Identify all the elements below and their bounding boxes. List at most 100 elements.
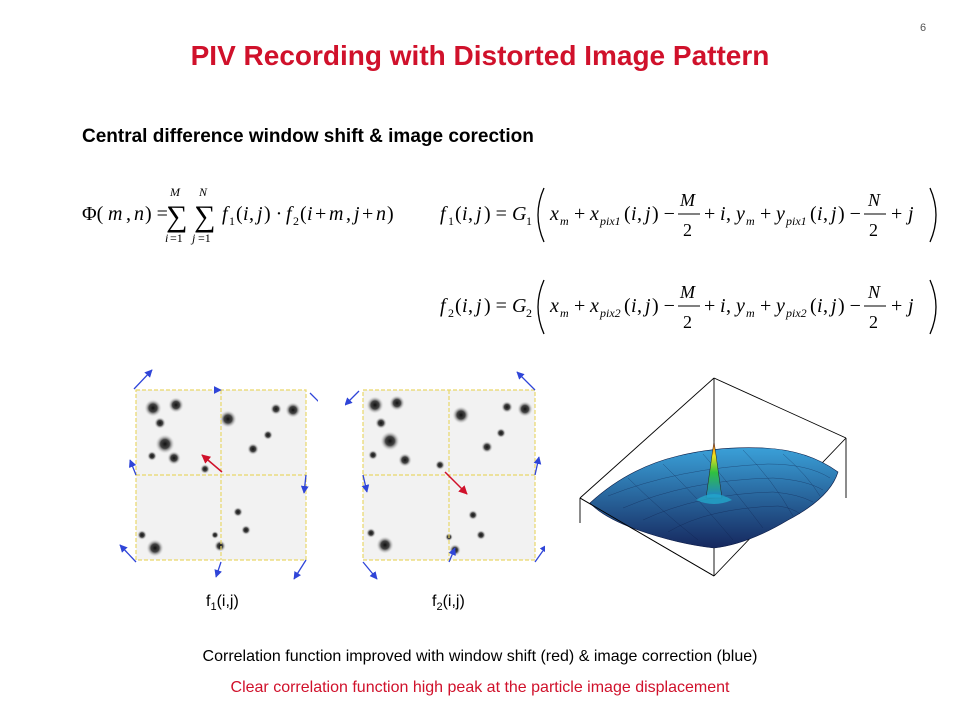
svg-text:+: +: [574, 295, 585, 317]
svg-text:j: j: [828, 203, 837, 225]
svg-text:2: 2: [526, 306, 532, 320]
svg-text:M: M: [679, 282, 696, 302]
svg-text:,: ,: [637, 203, 642, 225]
svg-text:+: +: [704, 295, 715, 317]
svg-text:f: f: [440, 295, 448, 317]
svg-text:j: j: [905, 295, 914, 317]
svg-text:j: j: [642, 295, 651, 317]
svg-text:j: j: [254, 203, 263, 225]
svg-text:y: y: [774, 203, 785, 225]
svg-text:1: 1: [448, 214, 454, 228]
svg-text:j: j: [190, 231, 196, 245]
svg-text:∑: ∑: [166, 200, 187, 233]
svg-text:(: (: [624, 295, 631, 317]
svg-text:n: n: [376, 203, 386, 225]
correlation-surface-plot: [568, 368, 864, 584]
svg-text:i: i: [817, 203, 823, 225]
svg-text:y: y: [734, 295, 745, 317]
svg-text:2: 2: [683, 220, 692, 240]
svg-text:m: m: [560, 214, 569, 228]
svg-text:,: ,: [346, 203, 351, 225]
svg-text:G: G: [512, 203, 527, 225]
highlight-note: Clear correlation function high peak at …: [230, 679, 730, 696]
f1-formula: f 1 ( i , j ) = G 1 x m + x pix1 ( i , j…: [440, 187, 937, 243]
caption-note: Correlation function improved with windo…: [202, 648, 758, 665]
f2-label: f2(i,j): [432, 593, 465, 613]
particle-image-f1: [119, 369, 318, 580]
svg-text:i: i: [631, 295, 637, 317]
svg-text:(: (: [455, 203, 462, 225]
svg-text:2: 2: [448, 306, 454, 320]
svg-text:1: 1: [229, 214, 235, 228]
svg-text:n: n: [134, 203, 144, 225]
svg-text:1: 1: [526, 214, 532, 228]
svg-text:i: i: [165, 231, 168, 245]
svg-text:+: +: [760, 295, 771, 317]
svg-text:,: ,: [468, 295, 473, 317]
svg-text:j: j: [473, 295, 482, 317]
svg-text:y: y: [774, 295, 785, 317]
svg-text:2: 2: [293, 214, 299, 228]
svg-text:M: M: [679, 190, 696, 210]
page-number: 6: [920, 22, 927, 34]
f2-label-args: (i,j): [442, 593, 465, 610]
f2-label-base: f: [432, 593, 437, 610]
svg-text:i: i: [631, 203, 637, 225]
svg-text:j: j: [828, 295, 837, 317]
svg-text:(: (: [624, 203, 631, 225]
svg-text:G: G: [512, 295, 527, 317]
svg-text:+: +: [315, 203, 326, 225]
svg-text:,: ,: [823, 203, 828, 225]
svg-text:m: m: [560, 306, 569, 320]
svg-text:j: j: [642, 203, 651, 225]
svg-text:+: +: [891, 295, 902, 317]
svg-text:2: 2: [869, 220, 878, 240]
svg-text:,: ,: [126, 203, 131, 225]
svg-text:pix2: pix2: [785, 306, 807, 320]
page-title: PIV Recording with Distorted Image Patte…: [190, 40, 770, 71]
svg-text:i: i: [720, 295, 726, 317]
svg-text:2: 2: [683, 312, 692, 332]
svg-text:m: m: [329, 203, 343, 225]
svg-text:x: x: [589, 295, 599, 317]
svg-text:(: (: [236, 203, 243, 225]
svg-text:j: j: [473, 203, 482, 225]
svg-text:,: ,: [823, 295, 828, 317]
subtitle: Central difference window shift & image …: [82, 126, 534, 147]
svg-text:y: y: [734, 203, 745, 225]
svg-text:j: j: [351, 203, 360, 225]
svg-text:) =: ) =: [484, 203, 507, 225]
svg-text:(: (: [810, 295, 817, 317]
particle-image-f2: [345, 371, 545, 580]
svg-text:∑: ∑: [194, 200, 215, 233]
svg-text:,: ,: [468, 203, 473, 225]
svg-text:N: N: [867, 190, 881, 210]
svg-text:M: M: [169, 185, 181, 199]
svg-text:x: x: [589, 203, 599, 225]
svg-text:f: f: [440, 203, 448, 225]
svg-text:) −: ) −: [652, 203, 675, 225]
svg-text:f: f: [286, 203, 294, 225]
correlation-formula: Φ( m , n ) = ∑ M i =1 ∑ N j =1 f 1 ( i ,…: [82, 185, 394, 245]
svg-text:m: m: [108, 203, 122, 225]
svg-text:i: i: [462, 295, 468, 317]
svg-text:N: N: [198, 185, 208, 199]
svg-text:pix1: pix1: [599, 214, 621, 228]
f1-label: f1(i,j): [206, 593, 239, 613]
svg-text:i: i: [243, 203, 249, 225]
svg-text:i: i: [462, 203, 468, 225]
svg-text:i: i: [307, 203, 313, 225]
svg-text:(: (: [455, 295, 462, 317]
svg-text:x: x: [549, 295, 559, 317]
svg-text:) ·: ) ·: [264, 203, 282, 225]
svg-text:) =: ) =: [145, 203, 168, 225]
svg-text:pix2: pix2: [599, 306, 621, 320]
svg-text:) −: ) −: [652, 295, 675, 317]
svg-text:,: ,: [637, 295, 642, 317]
svg-text:,: ,: [249, 203, 254, 225]
svg-text:i: i: [817, 295, 823, 317]
svg-text:+: +: [362, 203, 373, 225]
svg-text:,: ,: [726, 295, 731, 317]
svg-text:pix1: pix1: [785, 214, 807, 228]
f1-label-base: f: [206, 593, 211, 610]
